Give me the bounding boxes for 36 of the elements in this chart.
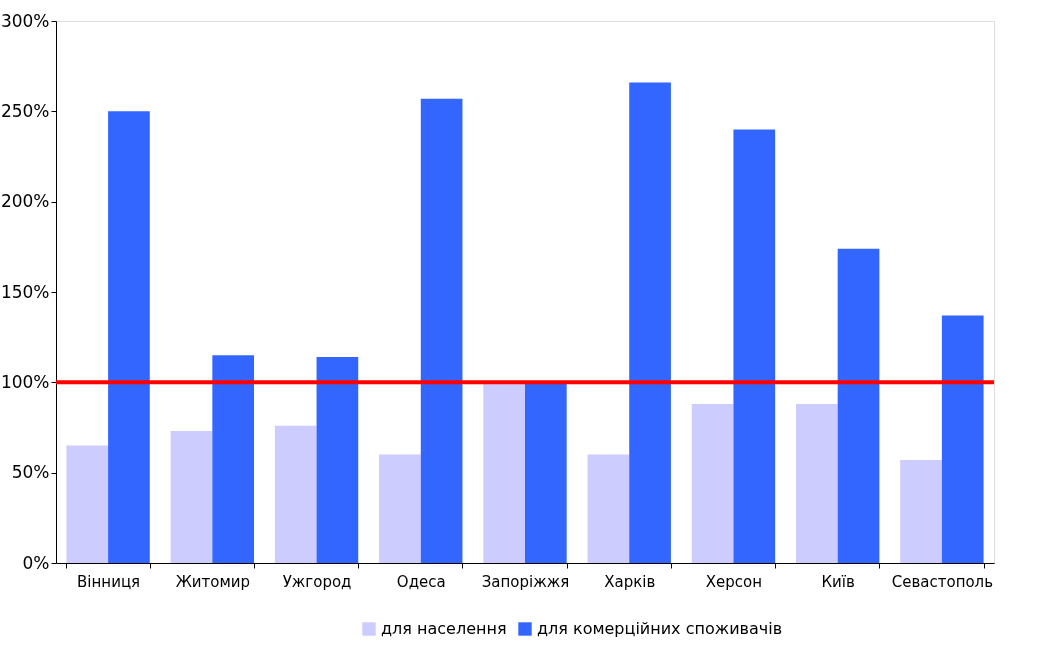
x-tick-label: Вінниця [77, 572, 141, 591]
bar [274, 425, 317, 563]
y-tick-label: 100% [0, 371, 50, 392]
x-tick-label: Одеса [396, 572, 446, 591]
x-tick-label: Житомир [175, 572, 251, 591]
x-tick-label: Харків [604, 572, 656, 591]
bar [170, 431, 213, 563]
x-tick-label: Херсон [705, 572, 763, 591]
x-tick-label: Запоріжжя [481, 572, 570, 591]
bar [108, 111, 150, 563]
bar [525, 382, 567, 563]
bar [629, 82, 671, 563]
bar [733, 129, 776, 563]
bar [212, 355, 255, 563]
y-tick-label: 50% [11, 462, 50, 483]
y-tick-label: 200% [0, 191, 50, 212]
bar [900, 460, 942, 563]
bar [316, 357, 359, 563]
y-tick-label: 300% [0, 10, 50, 31]
bar [795, 404, 838, 563]
legend-label: для населення [381, 619, 507, 638]
x-tick-label: Київ [821, 572, 855, 591]
bar [483, 382, 525, 563]
bar [941, 315, 984, 563]
bar [66, 445, 109, 563]
x-tick-label: Севастополь [891, 572, 994, 591]
bar [691, 404, 734, 563]
y-tick-label: 250% [0, 100, 50, 121]
bar [837, 248, 880, 563]
bar [379, 454, 421, 563]
y-tick-label: 150% [0, 281, 50, 302]
bar [587, 454, 630, 563]
y-tick-label: 0% [22, 552, 50, 573]
legend-label: для комерційних споживачів [537, 619, 783, 638]
x-tick-label: Ужгород [282, 572, 352, 591]
bar [420, 98, 463, 563]
